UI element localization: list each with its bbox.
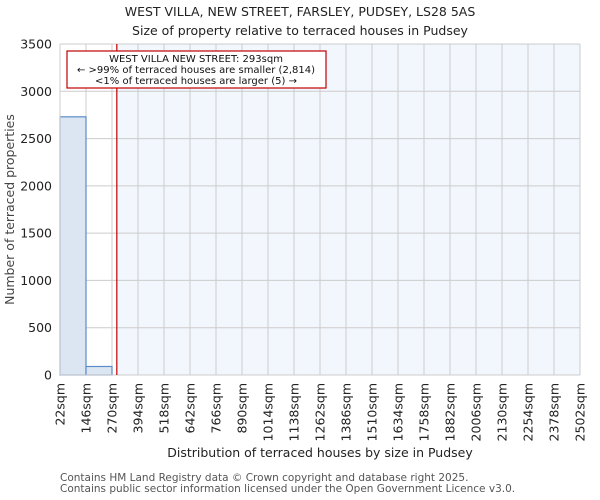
histogram-bar <box>85 365 113 376</box>
x-tick-label: 1634sqm <box>391 383 406 441</box>
x-tick-label: 1882sqm <box>443 383 458 441</box>
y-tick-label: 2500 <box>20 131 52 146</box>
chart-title: WEST VILLA, NEW STREET, FARSLEY, PUDSEY,… <box>124 4 476 19</box>
x-tick-label: 1510sqm <box>365 383 380 441</box>
y-axis-label: Number of terraced properties <box>2 114 17 305</box>
annotation-line-1: WEST VILLA NEW STREET: 293sqm <box>109 54 283 65</box>
y-tick-label: 2000 <box>20 178 52 193</box>
histogram-bar <box>59 116 87 376</box>
annotation-line-3: <1% of terraced houses are larger (5) → <box>95 76 297 87</box>
x-tick-label: 22sqm <box>53 383 68 426</box>
annotation-line-2: ← >99% of terraced houses are smaller (2… <box>77 65 315 76</box>
x-tick-label: 766sqm <box>209 383 224 433</box>
x-tick-label: 1138sqm <box>287 383 302 441</box>
x-tick-label: 2378sqm <box>547 383 562 441</box>
x-tick-label: 1386sqm <box>339 383 354 441</box>
chart-subtitle: Size of property relative to terraced ho… <box>132 23 468 38</box>
y-tick-label: 1500 <box>20 226 52 241</box>
x-tick-label: 1262sqm <box>313 383 328 441</box>
footer-line-1: Contains HM Land Registry data © Crown c… <box>60 472 469 484</box>
x-tick-label: 2254sqm <box>521 383 536 441</box>
x-tick-label: 2130sqm <box>495 383 510 441</box>
annotation-box <box>66 50 327 89</box>
x-tick-label: 890sqm <box>235 383 250 433</box>
x-tick-label: 518sqm <box>157 383 172 433</box>
x-tick-label: 2006sqm <box>469 383 484 441</box>
y-tick-label: 3000 <box>20 84 52 99</box>
footer-line-2: Contains public sector information licen… <box>60 483 516 495</box>
x-axis-label: Distribution of terraced houses by size … <box>167 445 473 460</box>
x-tick-label: 394sqm <box>131 383 146 433</box>
x-tick-label: 2502sqm <box>573 383 588 441</box>
larger-region <box>116 44 581 375</box>
x-tick-label: 146sqm <box>79 383 94 433</box>
y-tick-label: 3500 <box>20 37 52 52</box>
x-tick-label: 270sqm <box>105 383 120 433</box>
y-tick-label: 1000 <box>20 273 52 288</box>
y-tick-label: 0 <box>44 368 52 383</box>
x-tick-label: 642sqm <box>183 383 198 433</box>
x-tick-label: 1014sqm <box>261 383 276 441</box>
y-tick-label: 500 <box>28 320 52 335</box>
x-tick-label: 1758sqm <box>417 383 432 441</box>
